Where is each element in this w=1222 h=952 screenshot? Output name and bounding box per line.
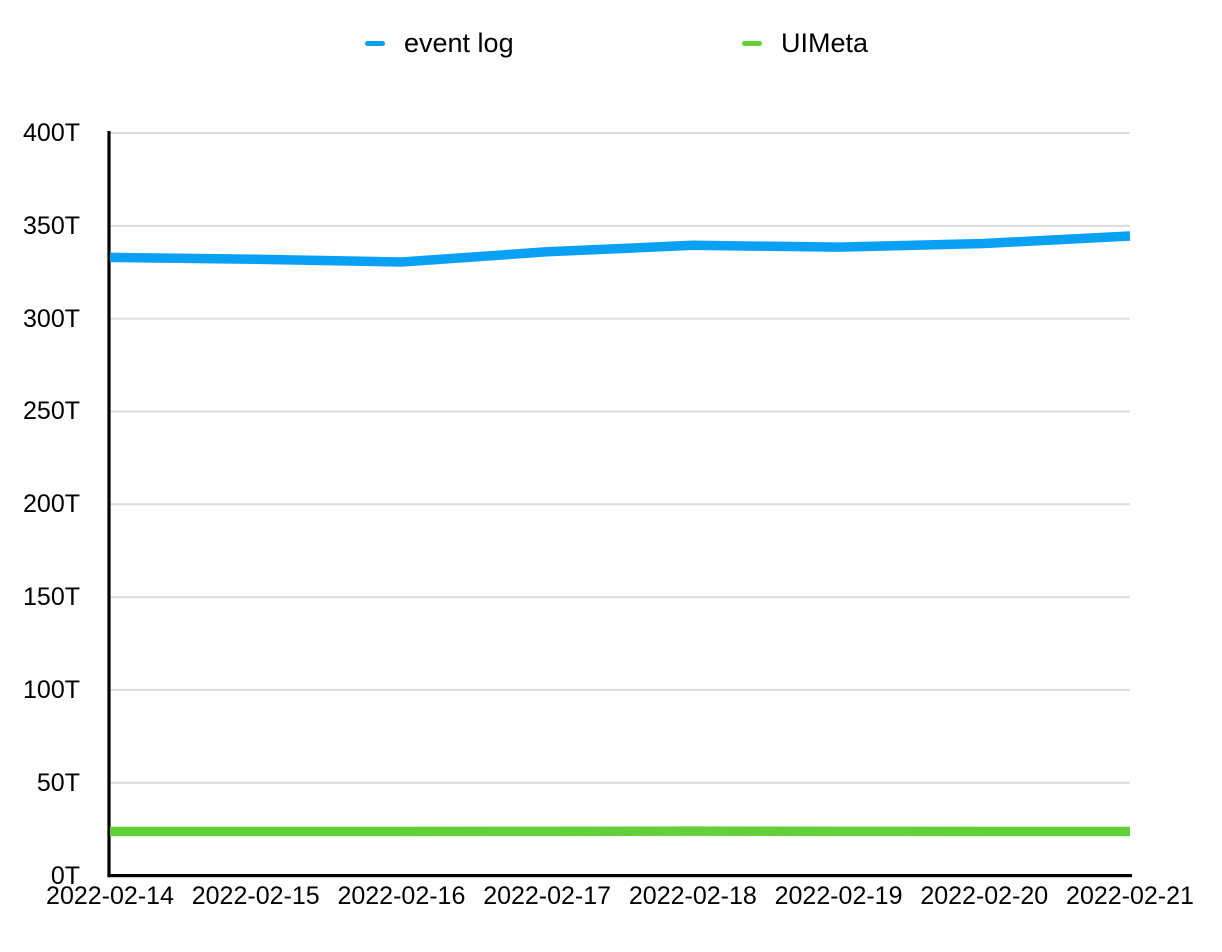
y-tick-label: 0T [50, 861, 80, 890]
y-axis-line [107, 131, 111, 878]
x-tick-label: 2022-02-19 [774, 882, 903, 910]
legend-swatch-uimeta-icon [742, 40, 762, 46]
y-tick-label: 350T [23, 211, 80, 240]
x-tick-label: 2022-02-21 [1066, 882, 1194, 910]
x-tick-label: 2022-02-16 [337, 882, 466, 910]
x-tick-label: 2022-02-14 [46, 882, 174, 910]
x-tick-label: 2022-02-15 [191, 882, 320, 910]
legend-item-event-log[interactable]: event log [365, 28, 514, 58]
legend-item-uimeta[interactable]: UIMeta [742, 28, 868, 58]
series-line-event-log [109, 231, 1131, 267]
legend-label-uimeta: UIMeta [781, 28, 869, 58]
y-tick-label: 100T [23, 675, 80, 704]
x-axis-line [107, 874, 1132, 878]
y-tick-label: 250T [23, 397, 80, 426]
legend-swatch-event-log-icon [365, 40, 385, 46]
y-tick-label: 150T [23, 583, 80, 612]
x-tick-label: 2022-02-20 [920, 882, 1049, 910]
x-tick-label: 2022-02-17 [483, 882, 612, 910]
x-tick-label: 2022-02-18 [628, 882, 757, 910]
legend-label-event-log: event log [404, 28, 514, 58]
y-tick-label: 50T [36, 768, 80, 797]
y-tick-label: 400T [23, 119, 80, 147]
y-tick-label: 300T [23, 304, 80, 333]
y-tick-label: 200T [23, 490, 80, 519]
